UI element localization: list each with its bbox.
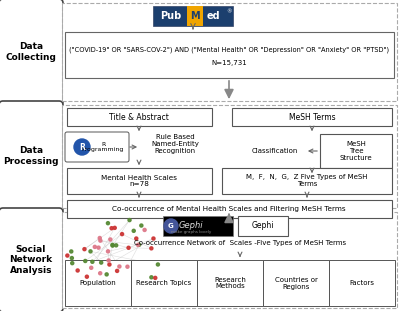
- Text: Mental Health Scales
n=78: Mental Health Scales n=78: [101, 174, 177, 188]
- Point: [124, 264, 131, 269]
- Text: Countries or
Regions: Countries or Regions: [274, 276, 318, 290]
- Text: Co-occurrence of Mental Health Scales and Filtering MeSH Terms: Co-occurrence of Mental Health Scales an…: [112, 206, 346, 212]
- Point: [152, 276, 158, 281]
- Bar: [65, 32, 394, 78]
- Point: [119, 232, 125, 237]
- Text: Gephi: Gephi: [179, 221, 203, 230]
- Point: [64, 253, 70, 258]
- Bar: [320, 134, 392, 168]
- Point: [109, 242, 116, 247]
- Point: [88, 265, 94, 270]
- Point: [148, 275, 155, 280]
- Text: Research
Methods: Research Methods: [214, 276, 246, 290]
- Point: [106, 258, 112, 263]
- Text: Research Topics: Research Topics: [136, 280, 192, 286]
- Point: [87, 249, 94, 254]
- Bar: [222, 168, 392, 194]
- Point: [81, 247, 88, 252]
- FancyBboxPatch shape: [0, 101, 63, 212]
- Point: [105, 249, 111, 254]
- Point: [74, 268, 81, 273]
- Point: [108, 226, 115, 231]
- Point: [105, 221, 111, 226]
- Text: N=15,731: N=15,731: [211, 60, 247, 66]
- Point: [116, 264, 122, 269]
- Text: Pub: Pub: [160, 11, 182, 21]
- Point: [130, 228, 137, 233]
- Text: Rule Based
Named-Entity
Recognition: Rule Based Named-Entity Recognition: [151, 134, 199, 154]
- Text: R
Programming: R Programming: [82, 142, 124, 152]
- Point: [148, 246, 154, 251]
- Bar: [67, 108, 212, 126]
- Bar: [329, 260, 395, 306]
- Point: [150, 236, 157, 241]
- Text: MeSH Terms: MeSH Terms: [289, 113, 335, 122]
- Point: [138, 223, 144, 228]
- Text: MeSH
Tree
Structure: MeSH Tree Structure: [340, 141, 372, 161]
- Text: ("COVID-19" OR "SARS-COV-2") AND ("Mental Health" OR "Depression" OR "Anxiety" O: ("COVID-19" OR "SARS-COV-2") AND ("Menta…: [69, 47, 389, 53]
- Bar: [62, 105, 397, 208]
- Circle shape: [164, 219, 178, 233]
- Point: [97, 271, 103, 276]
- Text: R: R: [79, 142, 85, 151]
- Point: [114, 268, 120, 273]
- Point: [84, 274, 90, 279]
- Text: Co-occurrence Network of  Scales -Five Types of MeSH Terms: Co-occurrence Network of Scales -Five Ty…: [134, 240, 346, 246]
- Text: Social
Network
Analysis: Social Network Analysis: [10, 245, 52, 275]
- Bar: [153, 6, 233, 26]
- Text: Gephi: Gephi: [252, 221, 274, 230]
- Point: [110, 243, 116, 248]
- Point: [95, 245, 102, 250]
- Bar: [131, 260, 197, 306]
- Text: Population: Population: [80, 280, 116, 286]
- Circle shape: [74, 139, 90, 155]
- Point: [89, 259, 96, 264]
- Point: [69, 256, 75, 261]
- Bar: [232, 108, 392, 126]
- Point: [112, 225, 118, 230]
- Point: [104, 272, 110, 277]
- Point: [96, 235, 103, 240]
- Text: M,  F,  N,  G,  Z Five Types of MeSH
Terms: M, F, N, G, Z Five Types of MeSH Terms: [246, 174, 368, 188]
- Point: [126, 218, 133, 223]
- Point: [92, 244, 98, 249]
- FancyBboxPatch shape: [0, 0, 63, 105]
- Text: make graphs lovely: make graphs lovely: [171, 230, 211, 234]
- Point: [125, 245, 132, 250]
- Bar: [238, 216, 288, 236]
- Point: [68, 249, 74, 254]
- Point: [136, 242, 142, 247]
- Point: [133, 236, 140, 241]
- Point: [155, 262, 161, 267]
- FancyBboxPatch shape: [0, 208, 63, 311]
- Text: M: M: [190, 11, 200, 21]
- Bar: [187, 6, 203, 26]
- Text: Data
Processing: Data Processing: [3, 146, 59, 166]
- Text: Data
Collecting: Data Collecting: [6, 42, 56, 62]
- Bar: [62, 3, 397, 101]
- Point: [142, 227, 148, 232]
- Text: ed: ed: [206, 11, 220, 21]
- Point: [98, 260, 104, 265]
- FancyBboxPatch shape: [65, 132, 129, 162]
- Point: [107, 237, 114, 242]
- Bar: [62, 212, 397, 308]
- Text: ®: ®: [226, 10, 232, 15]
- Point: [106, 262, 113, 267]
- Text: Title & Abstract: Title & Abstract: [109, 113, 169, 122]
- Bar: [163, 216, 233, 236]
- Point: [97, 238, 104, 243]
- Bar: [263, 260, 329, 306]
- Bar: [197, 260, 263, 306]
- Bar: [67, 200, 392, 218]
- Bar: [65, 260, 131, 306]
- Point: [135, 242, 141, 247]
- Point: [69, 261, 76, 266]
- Text: G: G: [168, 223, 174, 229]
- Text: Factors: Factors: [350, 280, 374, 286]
- Point: [82, 258, 88, 263]
- Bar: [67, 168, 212, 194]
- Point: [113, 243, 119, 248]
- Text: Classification: Classification: [252, 148, 298, 154]
